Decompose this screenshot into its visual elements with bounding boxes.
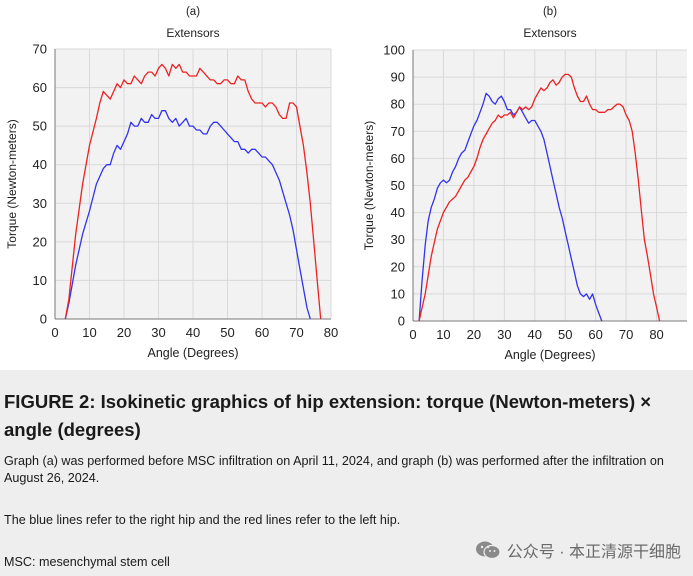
chart-a-y-tick-label: 0 (40, 312, 47, 327)
chart-a-y-tick-label: 60 (33, 80, 47, 95)
chart-b-x-tick-label: 50 (558, 327, 572, 342)
chart-a-x-tick-label: 10 (82, 325, 96, 340)
caption-line-abbreviation: MSC: mesenchymal stem cell (4, 555, 170, 569)
caption-line-legend: The blue lines refer to the right hip an… (4, 513, 401, 527)
chart-b-y-tick-label: 100 (383, 43, 405, 58)
chart-b-x-tick-label: 20 (467, 327, 481, 342)
chart-b-y-tick-label: 10 (391, 286, 405, 301)
chart-a: 0 10 20 30 40 50 60 70 0 10 20 30 40 50 60 70 80 (a) Exten… (5, 6, 338, 360)
chart-b-y-tick-label: 80 (391, 97, 405, 112)
chart-a-x-tick-label: 0 (51, 325, 58, 340)
wechat-icon (475, 541, 501, 560)
caption-panel: FIGURE 2: Isokinetic graphics of hip ext… (0, 370, 693, 576)
chart-b-y-tick-label: 40 (391, 205, 405, 220)
chart-b-x-tick-label: 80 (649, 327, 663, 342)
chart-a-y-tick-label: 30 (33, 196, 47, 211)
chart-b-y-axis-label: Torque (Newton-meters) (362, 121, 376, 250)
chart-b-x-tick-label: 30 (497, 327, 511, 342)
chart-b-y-tick-label: 70 (391, 124, 405, 139)
chart-a-x-tick-label: 60 (255, 325, 269, 340)
chart-a-x-tick-label: 50 (220, 325, 234, 340)
chart-a-y-tick-label: 20 (33, 234, 47, 249)
chart-b-title: Extensors (523, 26, 576, 40)
chart-a-x-tick-label: 40 (186, 325, 200, 340)
chart-a-panel-label: (a) (186, 6, 200, 18)
chart-b-y-tick-label: 0 (398, 314, 405, 329)
chart-b-y-tick-label: 30 (391, 232, 405, 247)
chart-b-series-right-hip-line (418, 92, 603, 322)
caption-line-dates: Graph (a) was performed before MSC infil… (4, 454, 664, 485)
chart-a-x-axis-label: Angle (Degrees) (147, 346, 238, 360)
chart-b-x-tick-label: 0 (409, 327, 416, 342)
watermark: 公众号 · 本正清源干细胞 (475, 538, 681, 562)
chart-b-panel-label: (b) (543, 6, 557, 18)
chart-b-x-axis-label: Angle (Degrees) (504, 348, 595, 362)
chart-a-y-tick-label: 50 (33, 119, 47, 134)
chart-b-x-tick-label: 10 (436, 327, 450, 342)
watermark-text: 公众号 · 本正清源干细胞 (506, 544, 681, 561)
chart-a-y-axis-label: Torque (Newton-meters) (5, 119, 19, 248)
chart-b: 0 10 20 30 40 50 60 70 80 90 100 0 10 20 30 40 50 60 70 80 (… (362, 6, 687, 362)
figure-title: FIGURE 2: Isokinetic graphics of hip ext… (4, 391, 652, 440)
chart-b-x-tick-label: 70 (619, 327, 633, 342)
chart-a-x-tick-label: 80 (324, 325, 338, 340)
chart-b-y-tick-label: 60 (391, 151, 405, 166)
chart-b-y-tick-label: 90 (391, 70, 405, 85)
chart-b-y-tick-label: 50 (391, 178, 405, 193)
chart-b-series-left-hip-line (418, 73, 661, 322)
chart-a-x-tick-label: 20 (117, 325, 131, 340)
chart-a-series-right-hip-line (64, 110, 311, 320)
chart-b-x-tick-label: 60 (588, 327, 602, 342)
chart-a-title: Extensors (166, 26, 219, 40)
chart-a-y-tick-label: 40 (33, 157, 47, 172)
chart-a-y-tick-label: 70 (33, 42, 47, 57)
chart-a-x-tick-label: 30 (151, 325, 165, 340)
chart-a-series-left-hip-line (64, 63, 322, 320)
chart-b-y-tick-label: 20 (391, 259, 405, 274)
chart-a-x-tick-label: 70 (289, 325, 303, 340)
chart-a-y-tick-label: 10 (33, 273, 47, 288)
chart-b-x-tick-label: 40 (528, 327, 542, 342)
